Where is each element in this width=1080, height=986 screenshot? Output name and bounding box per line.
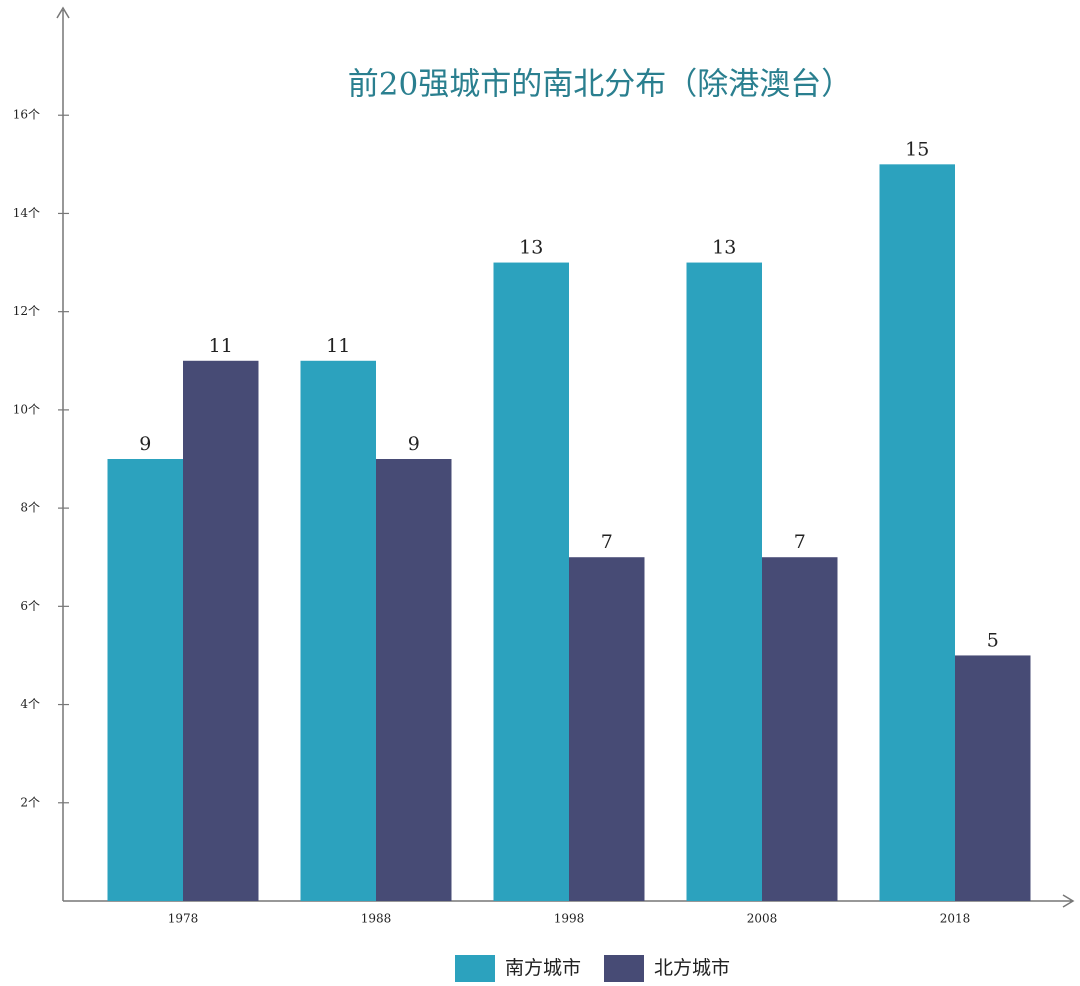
bar	[493, 262, 569, 901]
chart-title: 前20强城市的南北分布（除港澳台）	[348, 67, 852, 103]
axes	[56, 6, 1075, 908]
legend-swatch	[604, 955, 644, 982]
data-label: 11	[209, 335, 233, 357]
x-tick-label: 2008	[747, 912, 778, 926]
data-label: 13	[519, 237, 543, 259]
y-tick-label: 2个	[20, 795, 40, 809]
bar	[107, 459, 183, 901]
data-label: 7	[794, 531, 806, 553]
legend-label: 北方城市	[654, 957, 730, 979]
data-label: 15	[905, 138, 929, 160]
data-label: 5	[987, 629, 999, 651]
bar	[955, 655, 1031, 901]
x-tick-label: 2018	[940, 912, 971, 926]
data-label: 13	[712, 237, 736, 259]
x-tick-label: 1998	[554, 912, 585, 926]
bar	[300, 360, 376, 901]
data-label: 7	[601, 531, 613, 553]
x-tick-label: 1978	[168, 912, 199, 926]
legend-label: 南方城市	[505, 957, 581, 979]
data-label: 11	[326, 335, 350, 357]
y-tick-label: 14个	[13, 206, 40, 220]
bar	[376, 459, 452, 901]
bar	[762, 557, 838, 901]
data-label: 9	[139, 433, 151, 455]
y-tick-label: 12个	[13, 304, 40, 318]
y-tick-label: 6个	[20, 599, 40, 613]
x-tick-label: 1988	[361, 912, 392, 926]
bar	[686, 262, 762, 901]
y-tick-label: 4个	[20, 697, 40, 711]
legend-swatch	[455, 955, 495, 982]
y-tick-label: 16个	[13, 108, 40, 122]
bar	[183, 360, 259, 901]
y-tick-label: 8个	[20, 501, 40, 515]
data-label: 9	[408, 433, 420, 455]
y-tick-label: 10个	[13, 402, 40, 416]
bar	[569, 557, 645, 901]
bar	[879, 164, 955, 902]
